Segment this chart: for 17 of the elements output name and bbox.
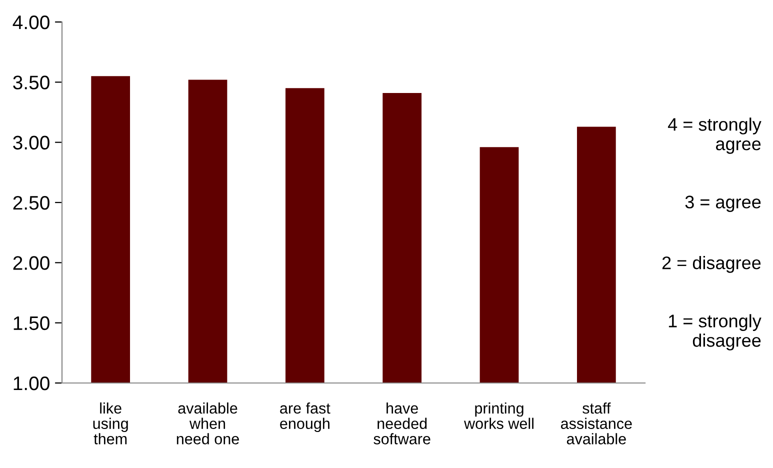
- x-tick-label: available when need one: [176, 402, 239, 444]
- x-tick-label: are fast enough: [280, 402, 330, 432]
- y-tick-label: 2.50: [13, 196, 50, 210]
- text: 3 = agree: [685, 196, 761, 212]
- y-tick-label: 3.00: [13, 136, 50, 150]
- y-tick-label: 2.00: [13, 256, 50, 270]
- x-tick-label: printing works well: [464, 402, 534, 430]
- x-tick-label: staff assistance available: [560, 402, 632, 444]
- y-tick-label: 1.00: [14, 376, 50, 390]
- y-tick-label: 4.00: [12, 15, 50, 30]
- text: 2 = disagree: [662, 256, 761, 273]
- y-tick-label: 3.50: [13, 76, 50, 90]
- text: 1 = strongly disagree: [668, 314, 762, 350]
- x-tick-label: have needed software: [374, 402, 430, 444]
- y-tick-label: 1.50: [14, 316, 50, 330]
- text: 4 = strongly agree: [668, 118, 762, 154]
- x-tick-label: like using them: [93, 402, 128, 444]
